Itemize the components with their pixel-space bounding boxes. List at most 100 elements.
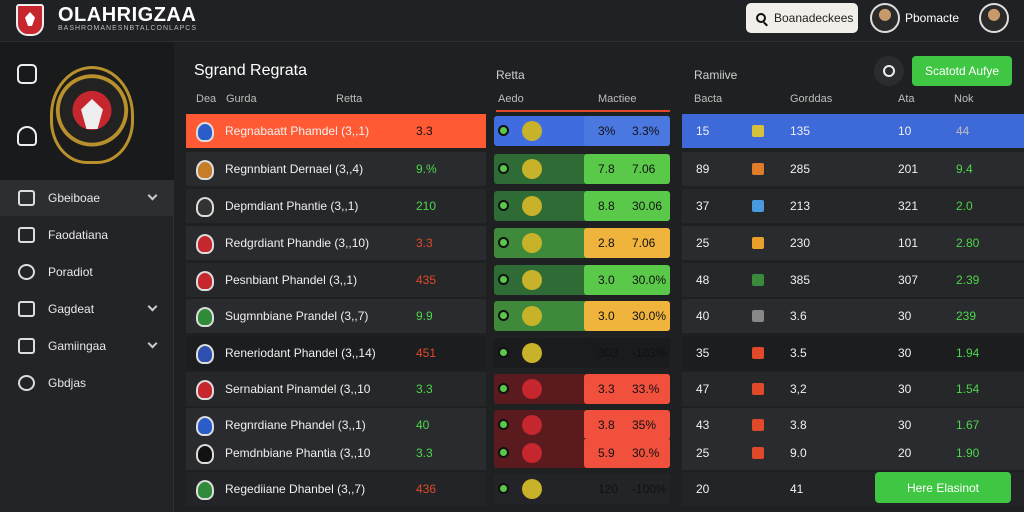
radio-icon[interactable] bbox=[498, 419, 509, 430]
odds-chip[interactable] bbox=[584, 301, 670, 331]
odds-chip[interactable] bbox=[584, 265, 670, 295]
row-background-right bbox=[682, 436, 1024, 470]
grid-icon bbox=[18, 301, 35, 317]
team-name[interactable]: Regnnbiant Dernael (3,,4) bbox=[225, 162, 364, 176]
team-value: 3.3 bbox=[416, 236, 433, 250]
club-logo-icon bbox=[522, 479, 542, 499]
team-name[interactable]: Reneriodant Phandel (3,,14) bbox=[225, 346, 376, 360]
sidebar-item-label: Gbeiboae bbox=[48, 191, 101, 205]
status-square-icon bbox=[752, 383, 764, 395]
secondary-action-button[interactable]: Here Elasinot bbox=[875, 472, 1011, 503]
team-name[interactable]: Depmdiant Phantie (3,,1) bbox=[225, 199, 359, 213]
club-logo-icon bbox=[522, 306, 542, 326]
row-background bbox=[186, 372, 486, 406]
table-row[interactable]: Regnabaatt Phamdel (3,,1) 3.3 3% 3.3% 15 135 1… bbox=[186, 114, 1024, 148]
odds-chip[interactable] bbox=[584, 410, 670, 440]
team-value: 210 bbox=[416, 199, 437, 213]
team-name[interactable]: Regediiane Dhanbel (3,,7) bbox=[225, 482, 366, 496]
odds-chip[interactable] bbox=[584, 474, 670, 504]
status-square-icon bbox=[752, 347, 764, 359]
radio-icon[interactable] bbox=[498, 237, 509, 248]
team-value: 9.9 bbox=[416, 309, 433, 323]
stat-value: 9.0 bbox=[790, 446, 807, 460]
team-name[interactable]: Pesnbiant Phandel (3,,1) bbox=[225, 273, 358, 287]
chevron-down-icon[interactable] bbox=[147, 338, 158, 349]
column-header[interactable]: Aedo bbox=[498, 93, 524, 105]
team-name[interactable]: Redgrdiant Phandie (3,,10) bbox=[225, 236, 370, 250]
radio-icon[interactable] bbox=[498, 310, 509, 321]
settings-button[interactable] bbox=[874, 56, 904, 86]
column-header[interactable]: Retta bbox=[336, 93, 363, 105]
team-badge-icon bbox=[196, 416, 214, 436]
odds-chip[interactable] bbox=[584, 338, 670, 368]
sidebar-item-faodatiana[interactable]: Faodatiana bbox=[0, 217, 174, 253]
column-header[interactable]: Gorddas bbox=[790, 93, 833, 105]
sidebar-item-gamiingaa[interactable]: Gamiingaa bbox=[0, 328, 174, 364]
stat-value: 2.0 bbox=[956, 199, 973, 213]
column-header[interactable]: Gurda bbox=[226, 93, 257, 105]
stat-value: 239 bbox=[956, 309, 977, 323]
team-badge-icon bbox=[196, 380, 214, 400]
odds-percent: -103% bbox=[632, 346, 667, 360]
chevron-down-icon[interactable] bbox=[147, 190, 158, 201]
radio-icon[interactable] bbox=[498, 274, 509, 285]
radio-icon[interactable] bbox=[498, 347, 509, 358]
team-name[interactable]: Regnabaatt Phamdel (3,,1) bbox=[225, 124, 370, 138]
odds-chip[interactable] bbox=[584, 154, 670, 184]
table-row[interactable]: Pesnbiant Phandel (3,,1) 435 3.0 30.0% 48 385… bbox=[186, 263, 1024, 297]
odds-chip[interactable] bbox=[584, 374, 670, 404]
table-row[interactable]: Reneriodant Phandel (3,,14) 451 303 -103% 35… bbox=[186, 336, 1024, 370]
table-row[interactable]: Sernabiant Pinamdel (3,,10 3.3 3.3 33.% 47 3,… bbox=[186, 372, 1024, 406]
radio-icon[interactable] bbox=[498, 383, 509, 394]
club-logo-icon bbox=[522, 343, 542, 363]
primary-action-button[interactable]: Scatotd Aufye bbox=[912, 56, 1012, 86]
chevron-down-icon[interactable] bbox=[147, 301, 158, 312]
row-background bbox=[186, 472, 486, 506]
sidebar-item-gagdeat[interactable]: Gagdeat bbox=[0, 291, 174, 327]
radio-icon[interactable] bbox=[498, 163, 509, 174]
sidebar-item-gbdjas[interactable]: Gbdjas bbox=[0, 365, 174, 401]
stat-value: 25 bbox=[696, 446, 710, 460]
table-row[interactable]: Redgrdiant Phandie (3,,10) 3.3 2.8 7.06 25 23… bbox=[186, 226, 1024, 260]
radio-icon[interactable] bbox=[498, 125, 509, 136]
column-header[interactable]: Ata bbox=[898, 93, 915, 105]
stat-value: 25 bbox=[696, 236, 710, 250]
odds-chip[interactable] bbox=[584, 438, 670, 468]
sidebar-item-gbeiboae[interactable]: Gbeiboae bbox=[0, 180, 174, 216]
radio-icon[interactable] bbox=[498, 483, 509, 494]
odds-chip[interactable] bbox=[584, 191, 670, 221]
team-name[interactable]: Sugmnbiane Prandel (3,,7) bbox=[225, 309, 369, 323]
team-name[interactable]: Sernabiant Pinamdel (3,,10 bbox=[225, 382, 371, 396]
team-name[interactable]: Regnrdiane Phandel (3,,1) bbox=[225, 418, 366, 432]
stat-value: 213 bbox=[790, 199, 811, 213]
table-row[interactable]: Regnnbiant Dernael (3,,4) 9.% 7.8 7.06 89 285… bbox=[186, 152, 1024, 186]
odds-value: 7.8 bbox=[598, 162, 615, 176]
radio-icon[interactable] bbox=[498, 447, 509, 458]
table-row[interactable]: Pemdnbiane Phantia (3,,10 3.3 5.9 30.% 25 9.0… bbox=[186, 436, 1024, 470]
odds-value: 3.8 bbox=[598, 418, 615, 432]
table-row[interactable]: Depmdiant Phantie (3,,1) 210 8.8 30.06 37 213… bbox=[186, 189, 1024, 223]
odds-value: 5.9 bbox=[598, 446, 615, 460]
stat-value: 3.5 bbox=[790, 346, 807, 360]
profile-avatar[interactable] bbox=[979, 3, 1009, 33]
column-header[interactable]: Mactiee bbox=[598, 93, 637, 105]
column-header[interactable]: Bacta bbox=[694, 93, 723, 105]
sidebar-header bbox=[0, 42, 174, 180]
row-background bbox=[186, 436, 486, 470]
column-header[interactable]: Dea bbox=[196, 93, 217, 105]
radio-icon[interactable] bbox=[498, 200, 509, 211]
team-badge-icon bbox=[196, 444, 214, 464]
avatar[interactable] bbox=[870, 3, 900, 33]
user-icon[interactable] bbox=[17, 126, 37, 146]
odds-chip[interactable] bbox=[584, 116, 670, 146]
home-icon[interactable] bbox=[17, 64, 37, 84]
odds-chip[interactable] bbox=[584, 228, 670, 258]
team-badge-icon bbox=[196, 480, 214, 500]
column-header[interactable]: Nok bbox=[954, 93, 974, 105]
status-square-icon bbox=[752, 200, 764, 212]
search-label: Boanadeckees bbox=[774, 11, 854, 25]
table-row[interactable]: Sugmnbiane Prandel (3,,7) 9.9 3.0 30.0% 40 3.… bbox=[186, 299, 1024, 333]
search-button[interactable]: Boanadeckees bbox=[746, 3, 858, 33]
sidebar-item-poradiot[interactable]: Poradiot bbox=[0, 254, 174, 290]
team-name[interactable]: Pemdnbiane Phantia (3,,10 bbox=[225, 446, 371, 460]
